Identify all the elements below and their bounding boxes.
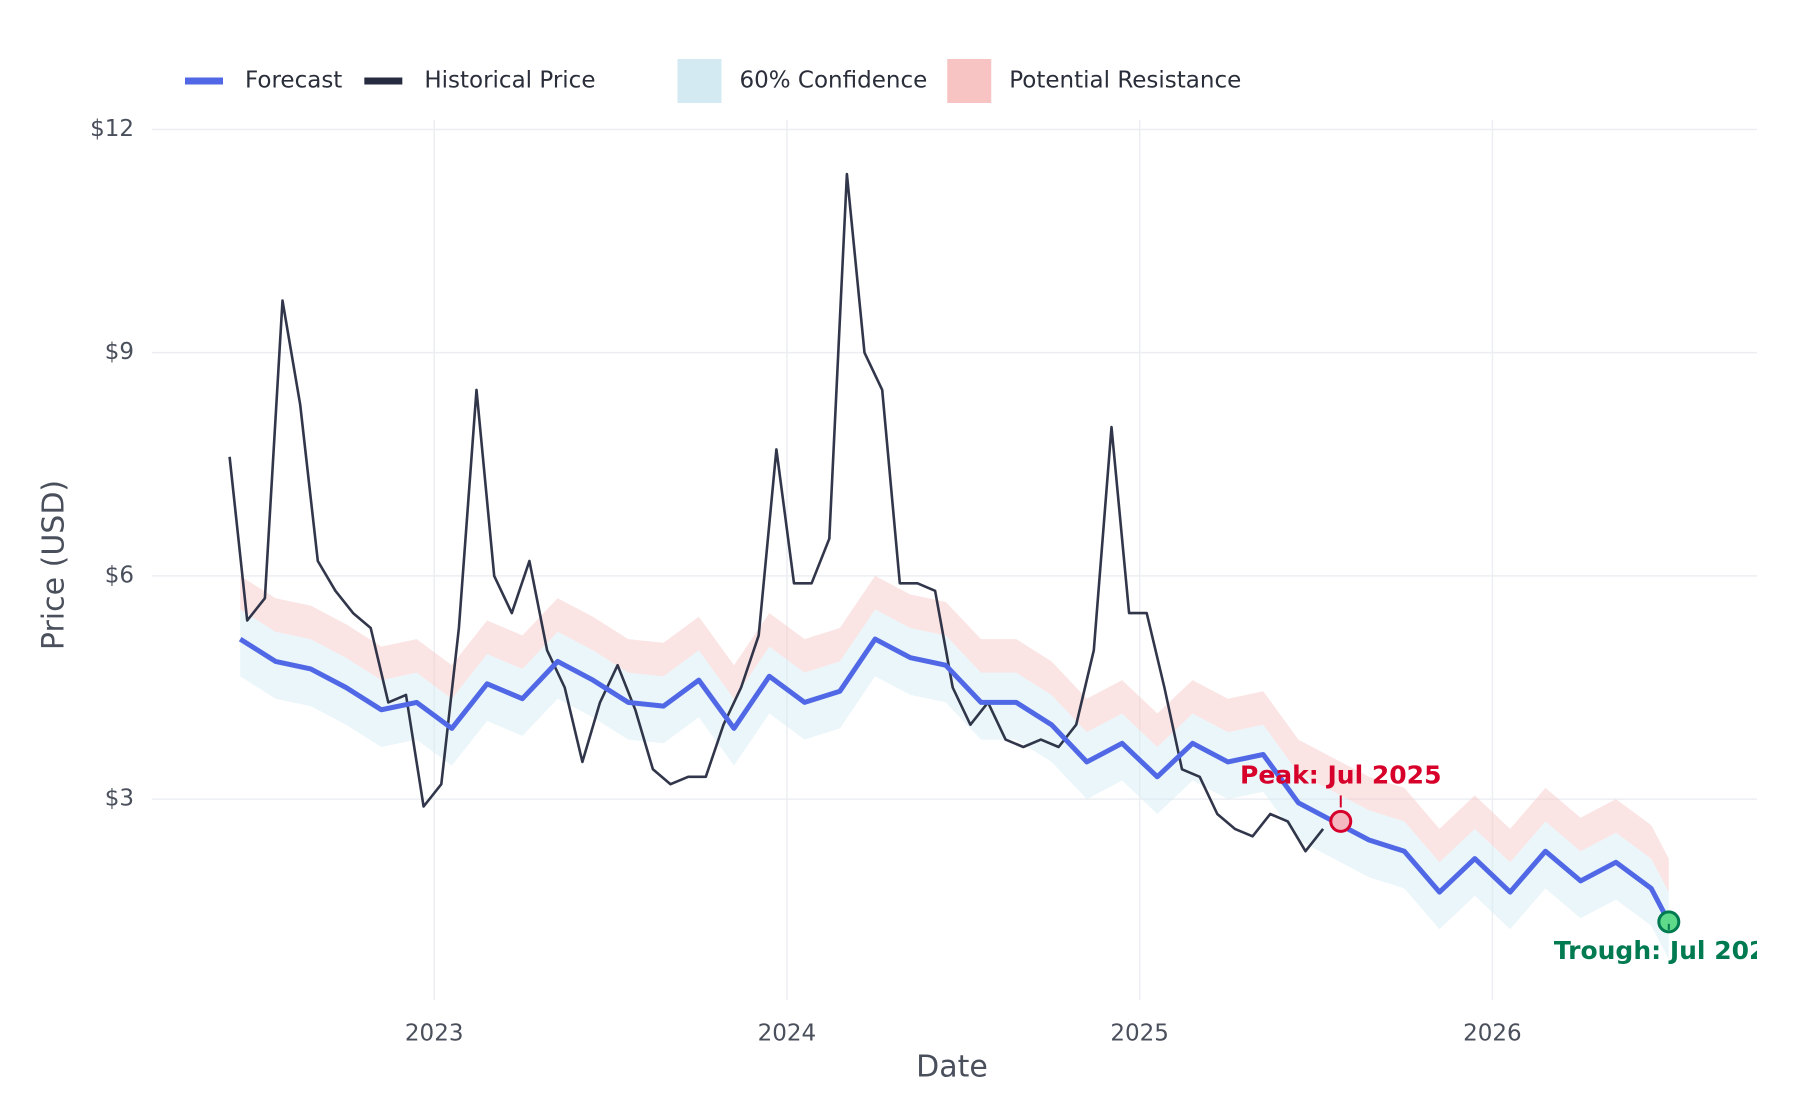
x-tick-label: 2023 (405, 1021, 464, 1047)
annotation-label: Trough: Jul 2026 (1554, 936, 1784, 965)
annotation-label: Peak: Jul 2025 (1240, 760, 1441, 789)
x-tick-label: 2024 (758, 1021, 817, 1047)
y-tick-label: $3 (105, 786, 134, 812)
confidence-band (240, 575, 1669, 893)
legend-swatch (947, 59, 992, 103)
plot-area: Peak: Jul 2025 Trough: Jul 2026 (228, 172, 1784, 965)
x-axis-title: Date (916, 1050, 988, 1085)
x-tick-label: 2025 (1110, 1021, 1169, 1047)
line (228, 172, 1325, 853)
legend-label: Forecast (245, 68, 342, 94)
y-tick-label: $12 (90, 116, 134, 142)
confidence-band (240, 609, 1669, 960)
x-tick-label: 2026 (1463, 1021, 1522, 1047)
line (238, 636, 1672, 924)
y-axis-title: Price (USD) (37, 480, 72, 650)
legend-label: Historical Price (424, 68, 595, 94)
y-tick-label: $9 (105, 339, 134, 365)
annotation-marker (1329, 809, 1353, 833)
annotation-marker (1657, 910, 1681, 934)
y-tick-label: $6 (105, 562, 134, 588)
legend-label: 60% Confidence (739, 68, 927, 94)
legend-swatch (677, 59, 722, 103)
legend-label: Potential Resistance (1009, 68, 1241, 94)
